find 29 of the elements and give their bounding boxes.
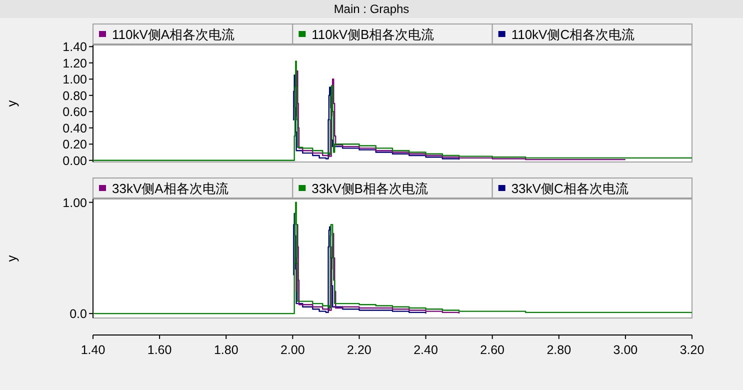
- legend-label: 110kV侧C相各次电流: [511, 27, 635, 42]
- y-tick-label: 1.20: [62, 56, 88, 70]
- x-tick-label: 1.60: [147, 343, 172, 357]
- legend-label: 110kV侧B相各次电流: [312, 27, 434, 42]
- y-tick-label: 1.00: [62, 196, 88, 210]
- y-tick-label: 0.0: [70, 307, 88, 322]
- y-tick-label: 0.40: [62, 121, 88, 136]
- chart-title: Main : Graphs: [334, 2, 410, 16]
- x-tick-label: 2.60: [480, 343, 505, 357]
- y-tick-label: 0.20: [62, 138, 88, 152]
- x-tick-label: 3.00: [613, 343, 638, 357]
- x-tick-label: 2.20: [347, 343, 372, 357]
- x-tick-label: 2.40: [414, 343, 438, 357]
- x-tick-label: 2.80: [546, 343, 572, 357]
- legend-label: 33kV侧B相各次电流: [312, 181, 428, 196]
- legend-label: 110kV侧A相各次电流: [112, 27, 235, 42]
- x-tick-label: 3.20: [680, 343, 704, 357]
- x-tick-label: 2.00: [280, 343, 305, 357]
- legend-label: 33kV侧A相各次电流: [112, 181, 228, 196]
- legend-label: 33kV侧C相各次电流: [511, 181, 628, 196]
- x-tick-label: 1.80: [214, 343, 238, 357]
- x-tick-label: 1.40: [80, 343, 106, 357]
- y-tick-label: 0.60: [62, 105, 88, 120]
- y-tick-label: 1.40: [62, 40, 88, 54]
- y-tick-label: 0.80: [62, 88, 88, 103]
- y-axis-title: y: [4, 254, 19, 262]
- y-tick-label: 0.00: [62, 154, 88, 168]
- y-axis-title: y: [4, 100, 19, 107]
- y-tick-label: 1.00: [62, 72, 88, 87]
